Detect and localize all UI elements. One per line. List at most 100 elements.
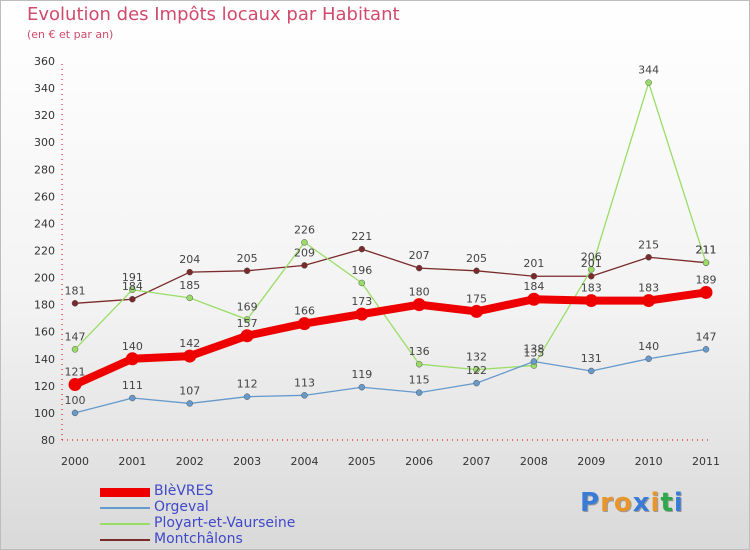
y-tick-label: 220 <box>34 245 55 258</box>
data-point <box>527 292 541 306</box>
data-label: 166 <box>294 305 315 318</box>
data-label: 173 <box>351 295 372 308</box>
y-tick-label: 120 <box>34 380 55 393</box>
data-label: 132 <box>466 351 487 364</box>
legend-swatch <box>100 523 150 525</box>
logo-letter: x <box>632 488 651 518</box>
data-label: 205 <box>237 252 258 265</box>
data-point <box>186 400 193 407</box>
data-label: 209 <box>294 246 315 259</box>
data-label: 196 <box>351 264 372 277</box>
data-point <box>301 392 308 399</box>
data-label: 121 <box>65 366 86 379</box>
data-label: 201 <box>581 257 602 270</box>
data-point <box>473 366 480 373</box>
data-label: 112 <box>237 378 258 391</box>
data-label: 140 <box>638 340 659 353</box>
y-tick-label: 80 <box>41 434 55 447</box>
data-label: 189 <box>696 273 717 286</box>
logo-letter: r <box>600 488 614 518</box>
data-point <box>473 267 480 275</box>
y-tick-label: 100 <box>34 407 55 420</box>
data-point <box>358 383 366 391</box>
data-point <box>129 295 136 303</box>
legend-label: Orgeval <box>154 499 209 515</box>
data-point <box>415 389 423 396</box>
data-label: 135 <box>523 347 544 360</box>
x-tick-label: 2004 <box>290 455 318 468</box>
x-tick-label: 2000 <box>61 455 89 468</box>
data-point <box>355 307 369 321</box>
series-lines <box>68 79 713 417</box>
data-point <box>358 245 366 253</box>
y-tick-label: 240 <box>34 217 55 230</box>
data-label: 111 <box>122 379 143 392</box>
proxiti-logo: Proxiti <box>580 488 684 518</box>
x-tick-label: 2011 <box>692 455 720 468</box>
data-point <box>186 294 193 302</box>
data-label: 140 <box>122 340 143 353</box>
y-tick-label: 160 <box>34 326 55 339</box>
data-point <box>588 266 595 273</box>
data-label: 147 <box>696 330 717 343</box>
data-point <box>125 352 139 366</box>
data-point <box>470 304 484 318</box>
y-tick-label: 140 <box>34 353 55 366</box>
data-point <box>415 264 423 272</box>
series-line <box>74 248 707 304</box>
series-line <box>74 348 707 414</box>
data-point <box>301 262 308 269</box>
data-label: 191 <box>122 271 143 284</box>
data-label: 175 <box>466 292 487 305</box>
data-label: 100 <box>65 394 86 407</box>
data-point <box>645 254 652 261</box>
y-tick-label: 260 <box>34 190 55 203</box>
data-label: 142 <box>179 337 200 350</box>
data-label: 157 <box>237 317 258 330</box>
y-tick-label: 320 <box>34 109 55 122</box>
x-tick-label: 2001 <box>118 455 146 468</box>
data-point <box>530 358 538 365</box>
data-point <box>588 272 595 280</box>
x-tick-label: 2009 <box>577 455 605 468</box>
logo-letter: o <box>613 488 633 518</box>
data-label: 183 <box>638 282 659 295</box>
x-tick-label: 2008 <box>520 455 548 468</box>
data-label: 211 <box>696 244 717 257</box>
data-label: 215 <box>638 238 659 251</box>
logo-letter: i <box>673 488 684 518</box>
data-point <box>68 378 82 392</box>
data-point <box>71 300 79 307</box>
data-point <box>240 329 254 343</box>
data-label: 115 <box>409 374 430 387</box>
data-label: 147 <box>65 330 86 343</box>
data-point <box>243 316 251 323</box>
data-point <box>297 317 311 331</box>
data-label: 131 <box>581 352 602 365</box>
data-label: 180 <box>409 286 430 299</box>
data-point <box>530 272 538 280</box>
data-point <box>71 409 79 417</box>
data-label: 184 <box>122 280 143 293</box>
x-tick-label: 2003 <box>233 455 261 468</box>
x-tick-label: 2002 <box>176 455 204 468</box>
data-point <box>183 349 197 363</box>
legend-swatch <box>100 487 150 497</box>
y-tick-label: 180 <box>34 299 55 312</box>
data-label: 138 <box>523 342 544 355</box>
data-point <box>71 346 79 353</box>
x-tick-label: 2005 <box>348 455 376 468</box>
data-point <box>584 294 598 308</box>
data-labels: 181 184 204 205 209 221 207 205 201 201 215 211 147 1… <box>65 64 717 407</box>
logo-letter: i <box>650 488 661 518</box>
data-label: 185 <box>179 279 200 292</box>
data-label: 201 <box>523 257 544 270</box>
data-point <box>642 294 656 308</box>
data-label: 206 <box>581 250 602 263</box>
y-tick-label: 280 <box>34 163 55 176</box>
legend-label: Montchâlons <box>154 531 243 547</box>
y-tick-label: 300 <box>34 136 55 149</box>
data-point <box>645 79 652 86</box>
